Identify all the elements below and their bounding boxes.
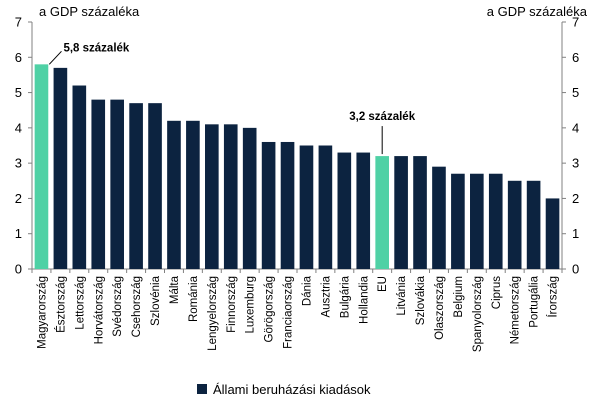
x-category-label: Belgium <box>453 276 465 318</box>
bar <box>242 127 257 269</box>
x-category-label: Bulgária <box>339 275 351 318</box>
left-y-tick-label: 3 <box>15 156 22 171</box>
left-y-tick-label: 1 <box>15 226 22 241</box>
bar <box>53 67 68 269</box>
right-y-tick-label: 6 <box>572 50 579 65</box>
x-category-label: Finnország <box>226 276 238 333</box>
bar <box>91 99 106 269</box>
right-y-tick-label: 5 <box>572 85 579 100</box>
bar <box>318 145 333 269</box>
right-axis-unit-label: a GDP százaléka <box>486 4 587 19</box>
annotation-label: 3,2 százalék <box>349 111 415 123</box>
x-category-label: Málta <box>169 275 181 304</box>
bar <box>470 173 484 269</box>
highlighted-bar <box>34 64 49 269</box>
x-category-label: Horvátország <box>93 276 105 344</box>
x-category-label: Lengyelország <box>207 276 219 351</box>
bar <box>545 198 560 269</box>
x-category-label: Franciaország <box>283 276 295 349</box>
right-y-tick-label: 1 <box>572 226 579 241</box>
x-category-label: Hollandia <box>358 275 370 324</box>
x-category-label: Csehország <box>131 276 143 337</box>
right-y-tick-label: 7 <box>572 15 579 30</box>
right-y-tick-label: 0 <box>572 262 579 277</box>
x-category-label: Írország <box>547 276 560 318</box>
left-y-tick-label: 0 <box>15 262 22 277</box>
bar <box>299 145 314 269</box>
bar <box>186 120 200 269</box>
right-y-tick-label: 3 <box>572 156 579 171</box>
bar <box>451 173 465 269</box>
x-category-label: Luxemburg <box>245 276 257 334</box>
bar <box>280 141 295 269</box>
bar <box>129 103 143 270</box>
annotation-leader-line <box>48 51 62 65</box>
x-category-label: Görögország <box>264 276 276 342</box>
bar <box>148 103 162 270</box>
bar <box>526 180 541 269</box>
bar <box>261 141 276 269</box>
bar <box>356 152 371 269</box>
x-category-label: Magyarország <box>36 276 48 349</box>
bar <box>110 99 124 269</box>
bar <box>167 120 181 269</box>
bar <box>413 156 427 269</box>
x-category-label: EU <box>377 276 389 292</box>
legend-swatch <box>197 384 207 394</box>
x-category-label: Észtország <box>54 276 67 333</box>
x-category-label: Ausztria <box>320 275 332 317</box>
left-axis-unit-label: a GDP százaléka <box>39 4 140 19</box>
left-y-tick-label: 7 <box>15 15 22 30</box>
x-category-label: Lettország <box>74 276 86 330</box>
right-y-tick-label: 2 <box>572 191 579 206</box>
left-y-tick-label: 6 <box>15 50 22 65</box>
left-y-tick-label: 5 <box>15 85 22 100</box>
bar-chart: 0 0 1 1 2 2 3 3 4 4 5 5 6 6 7 7 Magyarország Észtország Le… <box>15 15 579 353</box>
highlighted-bar <box>375 156 389 269</box>
x-category-label: Szlovénia <box>150 275 162 325</box>
x-category-label: Dánia <box>301 275 313 306</box>
left-y-tick-label: 2 <box>15 191 22 206</box>
bar <box>223 124 238 269</box>
x-category-label: Olaszország <box>434 276 446 340</box>
x-category-label: Németország <box>510 276 522 344</box>
x-category-label: Litvánia <box>396 275 408 315</box>
bar <box>507 180 522 269</box>
x-category-label: Svédország <box>112 276 124 337</box>
legend-label: Állami beruházási kiadások <box>213 381 371 397</box>
x-category-label: Spanyolország <box>472 276 484 352</box>
x-category-label: Szlovákia <box>415 275 427 325</box>
annotation-label: 5,8 százalék <box>63 42 129 54</box>
bar <box>205 124 219 269</box>
bar <box>337 152 352 269</box>
x-category-label: Románia <box>188 275 200 322</box>
bar <box>432 166 446 269</box>
legend: Állami beruházási kiadások <box>197 381 371 397</box>
bar <box>72 85 87 269</box>
bar <box>488 173 503 269</box>
x-category-label: Portugália <box>529 275 541 327</box>
right-y-tick-label: 4 <box>572 120 579 135</box>
bar <box>394 156 408 269</box>
x-category-label: Ciprus <box>491 276 503 309</box>
left-y-tick-label: 4 <box>15 120 22 135</box>
